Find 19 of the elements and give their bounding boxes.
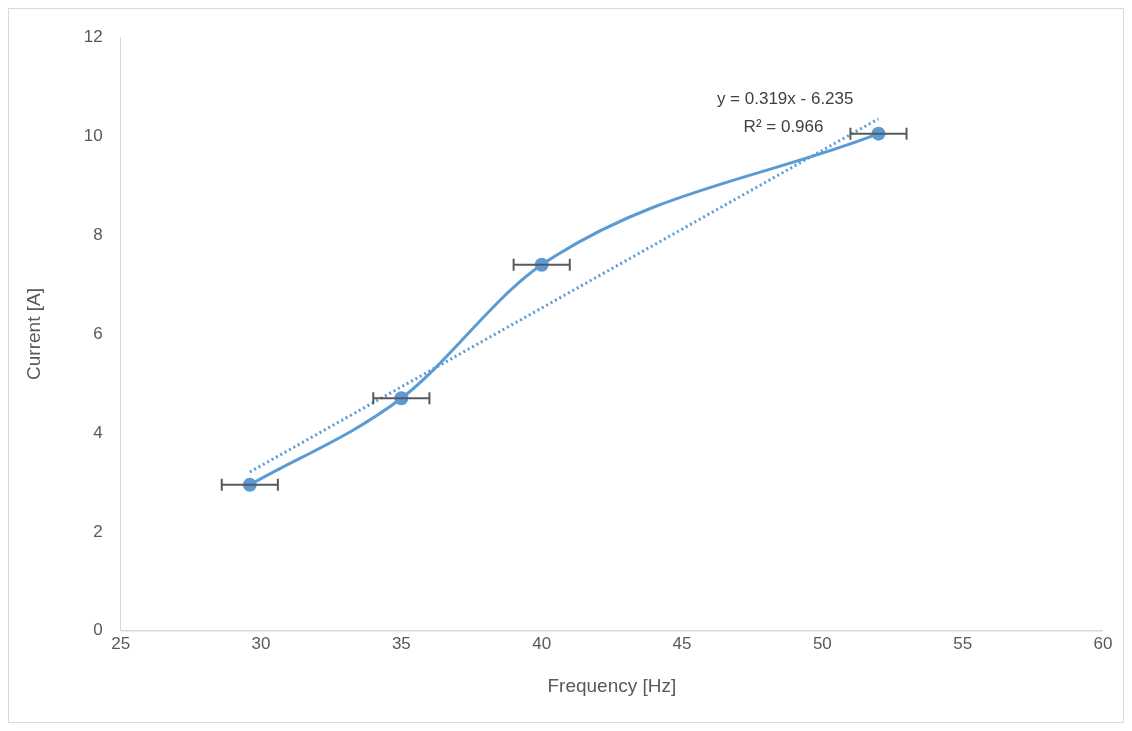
x-tick-label: 60	[1093, 633, 1113, 653]
y-tick-label: 4	[93, 422, 103, 442]
y-tick-label: 0	[93, 620, 103, 640]
y-tick-label: 8	[93, 224, 103, 244]
x-tick-label: 40	[532, 633, 552, 653]
annotation: R² = 0.966	[743, 116, 824, 136]
x-tick-label: 35	[391, 633, 411, 653]
x-tick-label: 45	[672, 633, 692, 653]
y-tick-label: 6	[93, 323, 103, 343]
y-axis-title: Current [A]	[22, 288, 44, 380]
x-tick-label: 50	[812, 633, 832, 653]
x-tick-label: 30	[251, 633, 271, 653]
annotation: y = 0.319x - 6.235	[716, 88, 854, 108]
x-tick-label: 25	[111, 633, 131, 653]
y-tick-label: 10	[83, 125, 103, 145]
y-tick-label: 12	[83, 26, 103, 46]
y-tick-label: 2	[93, 521, 103, 541]
x-axis-title: Frequency [Hz]	[547, 674, 677, 696]
x-tick-label: 55	[953, 633, 973, 653]
